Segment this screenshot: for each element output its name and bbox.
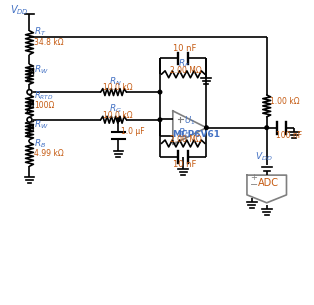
Circle shape (158, 90, 162, 94)
Text: 2.00 MΩ: 2.00 MΩ (170, 66, 202, 75)
Text: $R_G$: $R_G$ (109, 103, 122, 115)
Circle shape (117, 118, 120, 121)
Text: $R_W$: $R_W$ (35, 63, 49, 76)
Text: 10 nF: 10 nF (173, 160, 197, 169)
Text: $R_F$: $R_F$ (178, 127, 190, 139)
Text: $U_1$: $U_1$ (184, 115, 195, 127)
Text: $R_{RTD}$: $R_{RTD}$ (35, 89, 54, 102)
Text: $R_N$: $R_N$ (109, 75, 122, 88)
Circle shape (265, 126, 268, 129)
Text: 1.0 μF: 1.0 μF (122, 127, 145, 136)
Text: MCP6V61: MCP6V61 (172, 130, 220, 138)
Text: $R_F$: $R_F$ (178, 57, 190, 70)
Text: +: + (250, 173, 257, 182)
Circle shape (158, 118, 162, 121)
Text: 100 nF: 100 nF (276, 131, 302, 140)
Text: $R_W$: $R_W$ (35, 119, 49, 131)
Text: 10.0 kΩ: 10.0 kΩ (103, 111, 132, 120)
Circle shape (205, 126, 208, 129)
Text: 2.00 MΩ: 2.00 MΩ (170, 135, 202, 145)
Text: 10 nF: 10 nF (173, 44, 197, 52)
Text: 4.99 kΩ: 4.99 kΩ (35, 149, 64, 158)
Text: ADC: ADC (258, 178, 279, 188)
Circle shape (27, 117, 32, 122)
Text: $R_B$: $R_B$ (35, 138, 47, 150)
Text: −: − (250, 180, 258, 190)
Text: 10.0 kΩ: 10.0 kΩ (103, 83, 132, 92)
Text: 34.8 kΩ: 34.8 kΩ (35, 38, 64, 47)
Text: 100Ω: 100Ω (35, 101, 55, 110)
Text: $V_{DD}$: $V_{DD}$ (10, 3, 29, 17)
Text: $R_T$: $R_T$ (35, 26, 47, 38)
Text: 1.00 kΩ: 1.00 kΩ (270, 97, 299, 106)
Circle shape (27, 90, 32, 95)
Text: $V_{DD}$: $V_{DD}$ (255, 150, 273, 163)
